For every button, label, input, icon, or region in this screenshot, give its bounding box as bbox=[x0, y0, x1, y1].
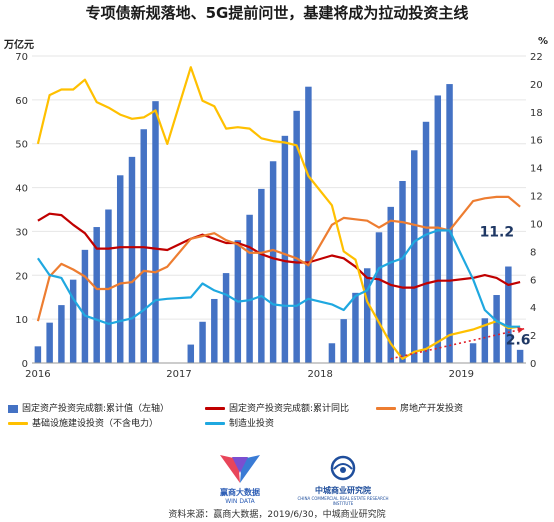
left-tick-label: 70 bbox=[15, 52, 28, 63]
legend-item-fai-yoy: 固定资产投资完成额:累计同比 bbox=[205, 401, 349, 414]
windata-logo-icon bbox=[220, 455, 260, 483]
annotation-infrastructure: 2.6 bbox=[506, 333, 531, 349]
right-tick-label: 16 bbox=[530, 136, 543, 147]
right-tick-label: 8 bbox=[530, 247, 536, 258]
bar bbox=[481, 318, 489, 363]
left-tick-label: 10 bbox=[15, 315, 28, 326]
bar bbox=[446, 84, 453, 363]
bar bbox=[363, 268, 371, 363]
series-line bbox=[36, 195, 521, 322]
windata-logo-text: 赢商大数据 bbox=[220, 488, 260, 497]
bar bbox=[434, 95, 442, 363]
chart-title: 专项债新规落地、5G提前问世，基建将成为拉动投资主线 bbox=[85, 4, 469, 22]
x-tick-label: 2018 bbox=[307, 369, 332, 380]
zhongcheng-logo-text: 中城商业研究院 bbox=[315, 486, 371, 495]
left-tick-label: 20 bbox=[15, 271, 28, 282]
right-tick-label: 14 bbox=[530, 164, 543, 175]
right-tick-label: 2 bbox=[530, 331, 536, 342]
bar bbox=[399, 180, 406, 363]
left-tick-label: 0 bbox=[22, 359, 28, 370]
annotations: 11.2 2.6 bbox=[390, 225, 531, 360]
legend-swatch bbox=[8, 404, 18, 413]
windata-logo: 赢商大数据 WIN DATA bbox=[205, 455, 275, 505]
legend-swatch bbox=[205, 407, 225, 410]
windata-logo-subtext: WIN DATA bbox=[225, 498, 255, 505]
right-tick-label: 22 bbox=[530, 52, 543, 63]
left-tick-label: 40 bbox=[15, 184, 28, 195]
left-tick-label: 50 bbox=[15, 140, 28, 151]
bar bbox=[199, 321, 206, 363]
legend-item-manufacturing: 制造业投资 bbox=[205, 416, 274, 429]
bar bbox=[493, 295, 500, 363]
legend-swatch bbox=[376, 407, 396, 410]
right-tick-label: 0 bbox=[530, 359, 536, 370]
left-axis-unit: 万亿元 bbox=[4, 40, 34, 51]
zhongcheng-logo-icon bbox=[330, 455, 356, 481]
bar bbox=[222, 273, 230, 363]
series-line bbox=[36, 66, 521, 360]
bar bbox=[105, 209, 112, 363]
series-line bbox=[36, 229, 521, 328]
trend-arrow-head bbox=[517, 327, 525, 334]
annotation-real-estate: 11.2 bbox=[480, 225, 515, 241]
bar bbox=[69, 279, 77, 363]
legend-label: 房地产开发投资 bbox=[400, 404, 464, 414]
bar bbox=[340, 319, 347, 363]
bar bbox=[293, 110, 300, 363]
right-axis-unit: % bbox=[538, 36, 549, 47]
bar bbox=[93, 227, 100, 363]
bar bbox=[187, 344, 195, 363]
axes: 0 10 20 30 40 50 60 70 0 2 4 6 8 10 12 14 16 18 20 22 2016 20… bbox=[15, 52, 542, 380]
bar-series bbox=[34, 84, 524, 364]
bar bbox=[46, 322, 53, 363]
x-tick-label: 2019 bbox=[449, 369, 474, 380]
left-tick-label: 60 bbox=[15, 96, 28, 107]
zhongcheng-logo: 中城商业研究院 CHINA COMMERCIAL REAL ESTATE RES… bbox=[288, 455, 398, 506]
left-tick-label: 30 bbox=[15, 227, 28, 238]
bar bbox=[505, 266, 512, 363]
bar bbox=[352, 292, 359, 363]
right-tick-label: 12 bbox=[530, 192, 543, 203]
right-tick-label: 6 bbox=[530, 275, 536, 286]
chart-plot: 0 10 20 30 40 50 60 70 0 2 4 6 8 10 12 14 16 18 20 22 2016 20… bbox=[15, 52, 542, 380]
right-tick-label: 20 bbox=[530, 80, 543, 91]
legend-item-fai-cumulative: 固定资产投资完成额:累计值（左轴） bbox=[8, 401, 169, 414]
series-line bbox=[37, 212, 521, 289]
legend-label: 固定资产投资完成额:累计同比 bbox=[229, 404, 350, 414]
bar bbox=[305, 86, 312, 363]
bar bbox=[246, 214, 253, 363]
zhongcheng-logo-subtext: CHINA COMMERCIAL REAL ESTATE RESEARCH IN… bbox=[297, 496, 389, 506]
x-tick-label: 2016 bbox=[25, 369, 50, 380]
bar bbox=[128, 156, 136, 363]
legend-label: 固定资产投资完成额:累计值（左轴） bbox=[22, 404, 170, 414]
line-series bbox=[36, 66, 521, 360]
bar bbox=[81, 249, 89, 363]
bar bbox=[269, 161, 277, 363]
legend-swatch bbox=[8, 422, 28, 425]
bar bbox=[258, 188, 265, 363]
bar bbox=[58, 305, 65, 363]
bar bbox=[516, 349, 524, 363]
bar bbox=[152, 101, 159, 364]
x-tick-label: 2017 bbox=[166, 369, 191, 380]
bar bbox=[116, 175, 124, 363]
source-note: 资料来源：赢商大数据，2019/6/30，中城商业研究院 bbox=[168, 510, 386, 520]
bar bbox=[328, 343, 336, 363]
bar bbox=[375, 232, 383, 363]
right-tick-label: 10 bbox=[530, 219, 543, 230]
legend-item-real-estate: 房地产开发投资 bbox=[376, 401, 463, 414]
bar bbox=[469, 343, 477, 363]
logos: 赢商大数据 WIN DATA 中城商业研究院 CHINA COMMERCIAL … bbox=[0, 455, 554, 506]
right-tick-label: 4 bbox=[530, 303, 536, 314]
legend-swatch bbox=[205, 422, 225, 425]
bar bbox=[211, 298, 218, 363]
bar bbox=[411, 150, 418, 363]
legend-label: 制造业投资 bbox=[229, 419, 275, 429]
bar bbox=[422, 121, 430, 364]
legend-item-infrastructure: 基础设施建设投资（不含电力） bbox=[8, 416, 158, 429]
right-tick-label: 18 bbox=[530, 108, 543, 119]
bar bbox=[34, 346, 42, 363]
bar bbox=[281, 135, 289, 363]
legend-label: 基础设施建设投资（不含电力） bbox=[32, 419, 159, 429]
